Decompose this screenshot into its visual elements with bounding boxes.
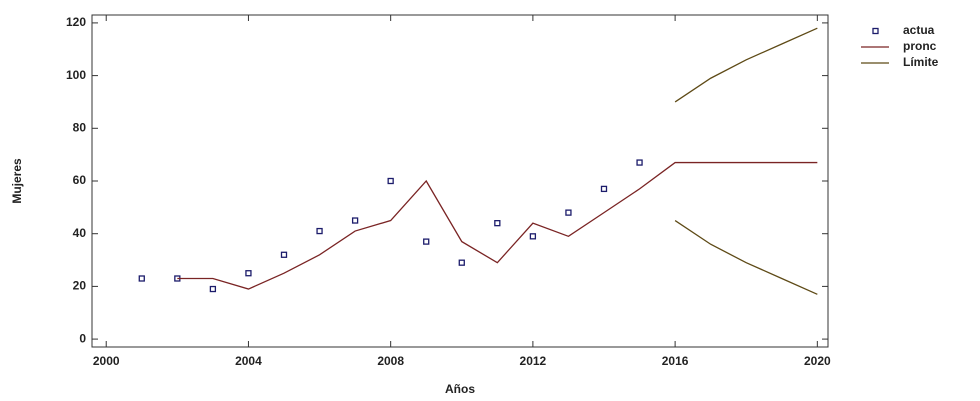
data-point — [529, 233, 537, 240]
series-line — [674, 219, 818, 295]
plot-frame — [91, 14, 829, 348]
data-point — [316, 227, 323, 235]
data-point — [636, 159, 643, 166]
x-tick-label: 2012 — [520, 354, 547, 368]
data-point — [245, 270, 252, 277]
y-tick-label: 40 — [73, 226, 87, 240]
series-line — [177, 161, 818, 290]
data-point — [351, 217, 359, 224]
legend-label: actua — [903, 23, 935, 37]
y-tick-label: 20 — [73, 279, 87, 293]
legend-label: pronc — [903, 39, 937, 53]
data-point — [138, 275, 145, 282]
x-axis-label: Años — [445, 382, 475, 396]
x-tick-label: 2020 — [804, 354, 831, 368]
y-tick-label: 100 — [66, 68, 86, 82]
data-point — [209, 285, 217, 293]
y-tick-label: 60 — [73, 173, 87, 187]
legend-label: Límite — [903, 55, 939, 69]
data-point — [280, 251, 288, 258]
y-tick-label: 80 — [73, 120, 87, 134]
data-point — [600, 185, 608, 193]
data-point — [565, 209, 572, 216]
legend-swatch — [872, 27, 879, 35]
x-tick-label: 2000 — [93, 354, 120, 368]
x-tick-label: 2004 — [235, 354, 262, 368]
data-point — [494, 220, 501, 227]
series-line — [674, 27, 818, 103]
y-tick-label: 0 — [79, 331, 86, 345]
data-point — [423, 238, 430, 245]
y-tick-label: 120 — [66, 15, 86, 29]
x-tick-label: 2008 — [377, 354, 404, 368]
x-tick-label: 2016 — [662, 354, 689, 368]
y-axis-label: Mujeres — [10, 158, 24, 204]
data-point — [387, 177, 394, 185]
data-point — [458, 259, 465, 266]
